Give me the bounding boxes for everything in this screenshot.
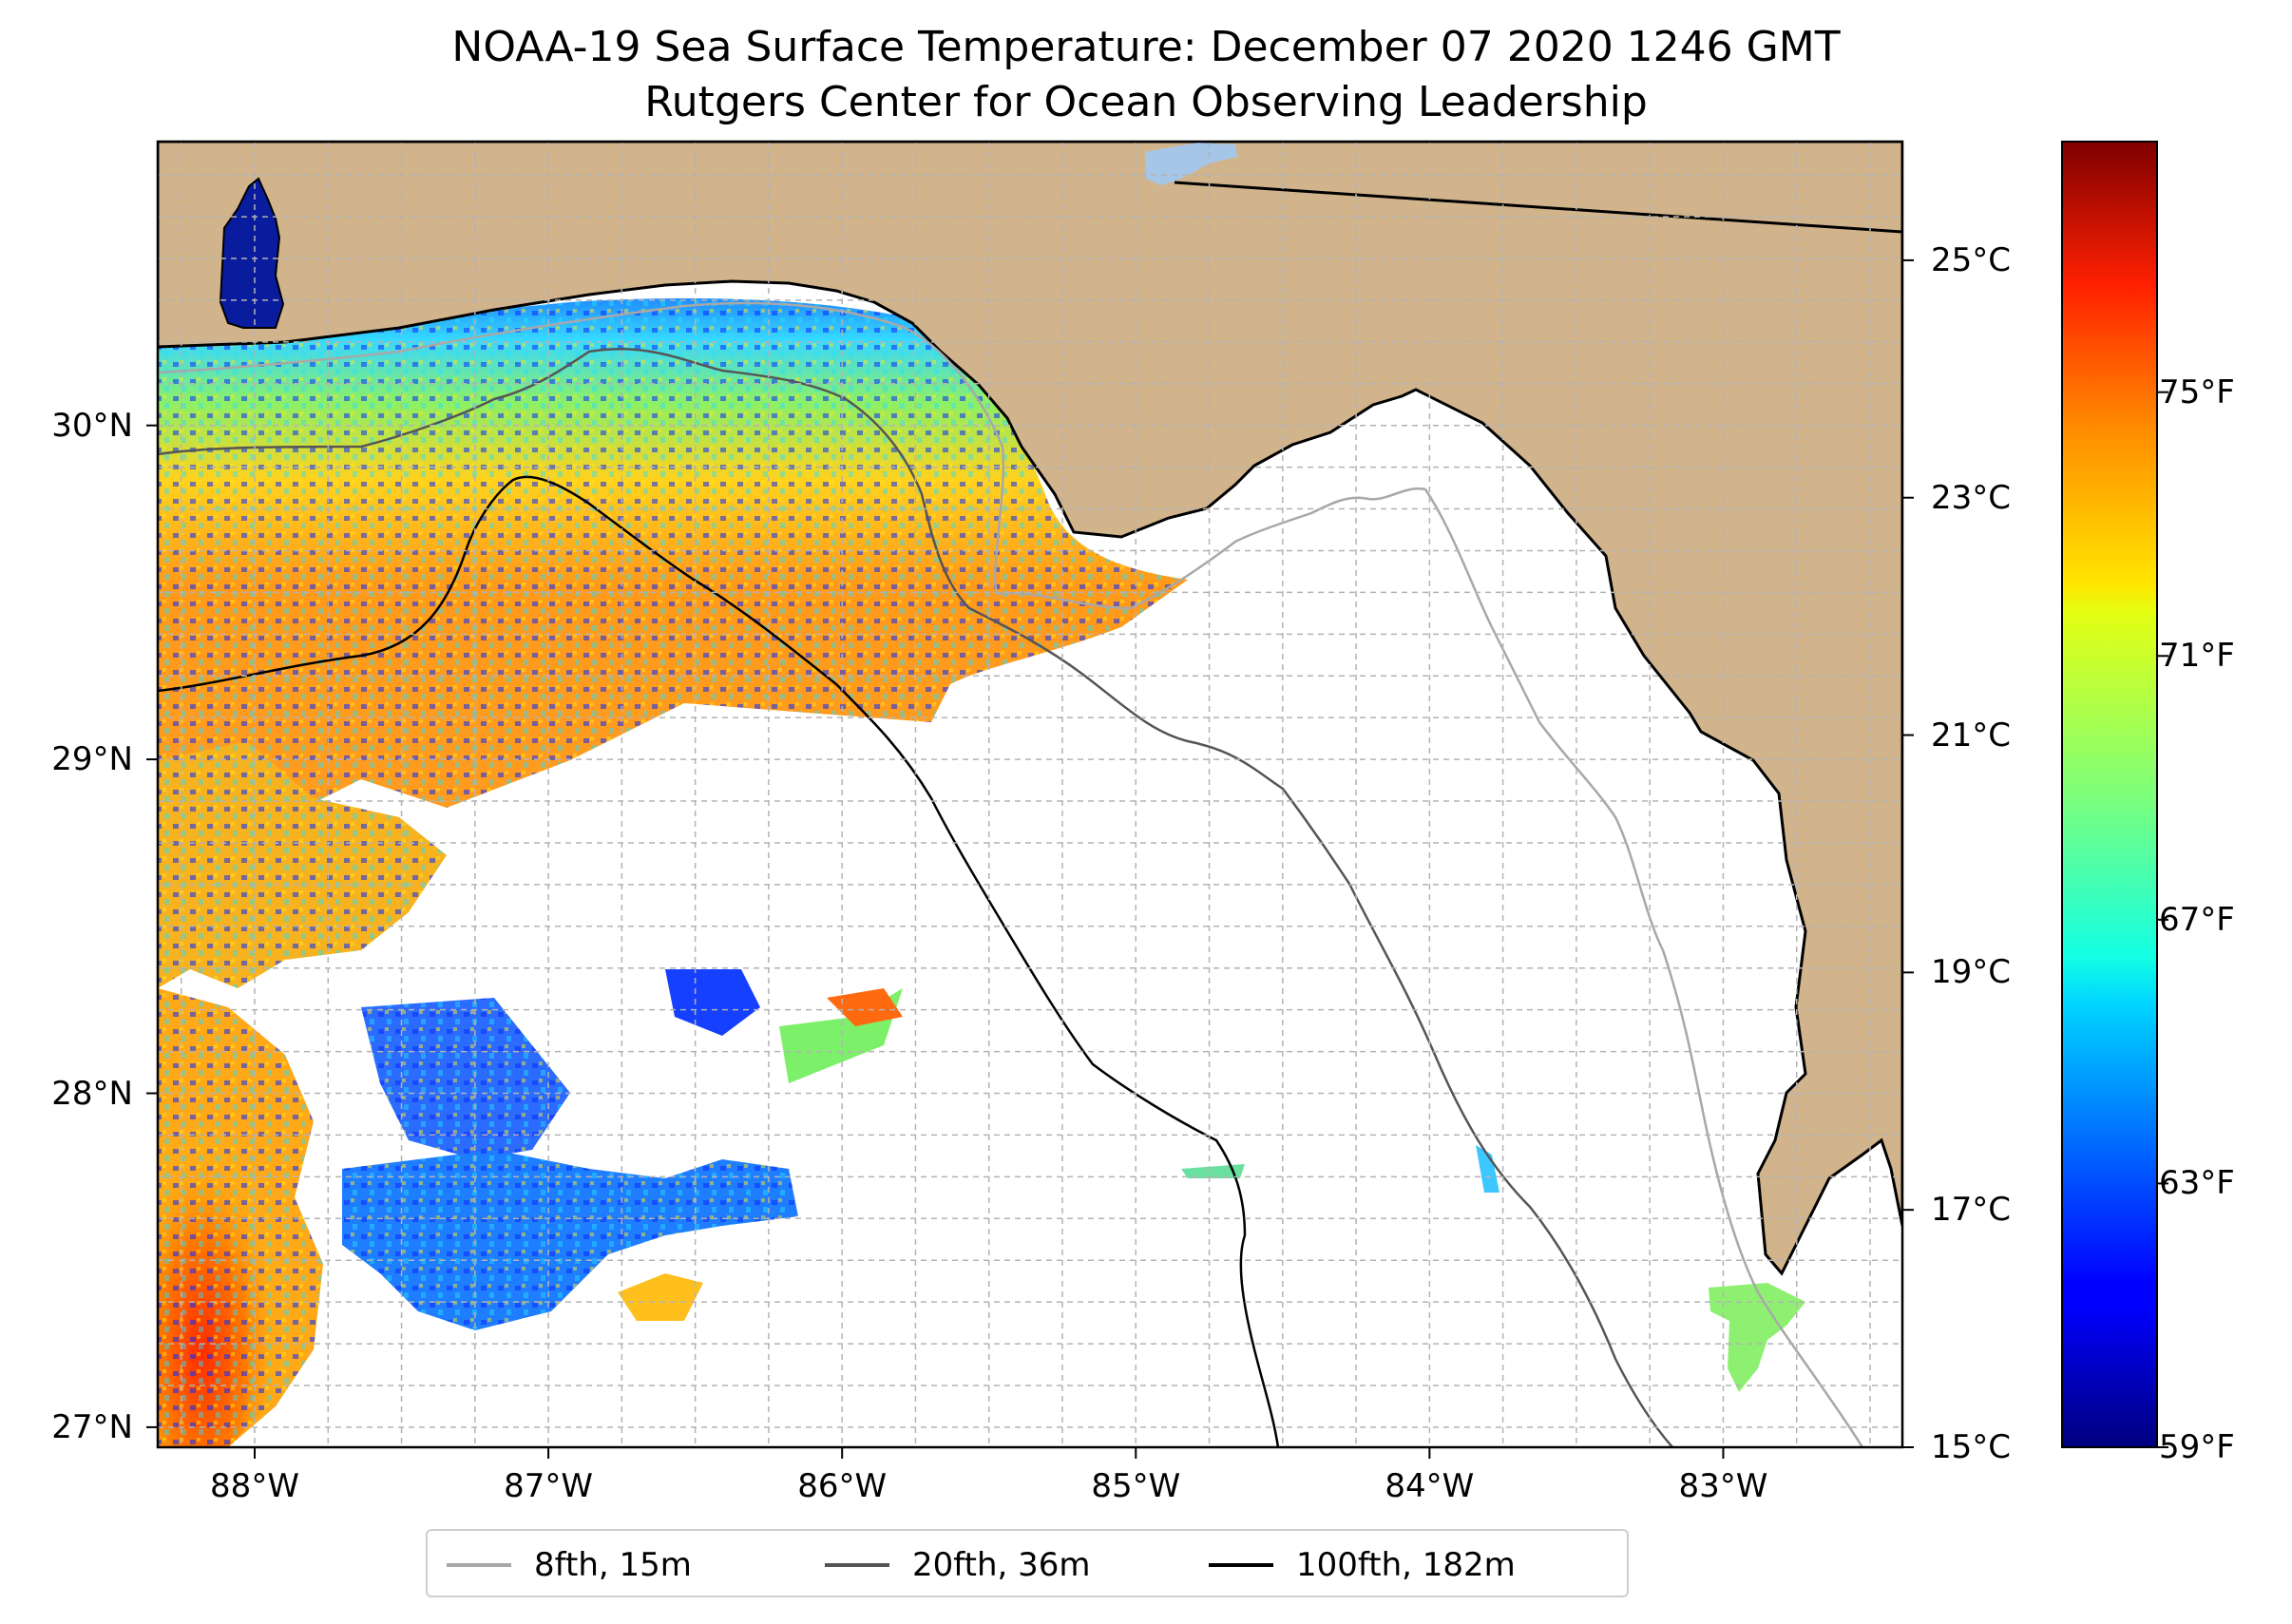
- title-line-1: NOAA-19 Sea Surface Temperature: Decembe…: [451, 23, 1841, 71]
- fahrenheit-tick-label: 63°F: [2159, 1164, 2235, 1203]
- celsius-tick-label: 19°C: [1931, 953, 2012, 992]
- lon-tick-label: 88°W: [210, 1467, 299, 1505]
- legend-label-182m: 100fth, 182m: [1296, 1546, 1516, 1584]
- fahrenheit-tick-label: 59°F: [2159, 1428, 2235, 1466]
- legend-line-15m: [447, 1563, 511, 1567]
- isobath-36m: [158, 348, 1673, 1447]
- lat-tick-label: 30°N: [51, 406, 133, 445]
- celsius-tick-label: 21°C: [1931, 716, 2012, 755]
- legend-label-36m: 20fth, 36m: [912, 1546, 1091, 1584]
- lon-tick-label: 83°W: [1678, 1467, 1768, 1505]
- colorbar-ticks: [1902, 258, 2168, 1448]
- state-boundary: [1174, 181, 1902, 234]
- isobath-182m: [158, 475, 1280, 1447]
- lon-tick-label: 87°W: [504, 1467, 594, 1505]
- celsius-tick-label: 17°C: [1931, 1191, 2012, 1230]
- axis-ticks: [146, 424, 1725, 1459]
- lake-seminole: [1145, 143, 1237, 185]
- lon-tick-label: 84°W: [1385, 1467, 1475, 1505]
- lon-tick-label: 85°W: [1091, 1467, 1181, 1505]
- legend-line-36m: [825, 1563, 889, 1567]
- legend-line-182m: [1209, 1563, 1273, 1567]
- legend-item-182m: 100fth, 182m: [1209, 1544, 1608, 1586]
- land: [158, 142, 1902, 1276]
- isobath-15m: [158, 301, 1864, 1447]
- sst-field: [158, 298, 1817, 1447]
- map-frame: [156, 140, 1904, 1449]
- legend-item-15m: 8fth, 15m: [447, 1544, 760, 1586]
- celsius-tick-label: 15°C: [1931, 1428, 2012, 1466]
- fahrenheit-tick-label: 75°F: [2159, 373, 2235, 411]
- celsius-tick-label: 25°C: [1931, 240, 2012, 279]
- title-line-2: Rutgers Center for Ocean Observing Leade…: [644, 78, 1648, 126]
- fahrenheit-tick-label: 67°F: [2159, 900, 2235, 939]
- lat-tick-label: 29°N: [51, 740, 133, 779]
- legend-item-36m: 20fth, 36m: [825, 1544, 1148, 1586]
- celsius-tick-label: 23°C: [1931, 478, 2012, 517]
- lon-tick-label: 86°W: [797, 1467, 888, 1505]
- gridlines: [158, 142, 1902, 1447]
- isobath-legend: 8fth, 15m 20fth, 36m 100fth, 182m: [426, 1529, 1629, 1597]
- colorbar: [2061, 141, 2158, 1448]
- lat-tick-label: 28°N: [51, 1074, 133, 1113]
- lat-tick-label: 27°N: [51, 1407, 133, 1446]
- fahrenheit-tick-label: 71°F: [2159, 637, 2235, 676]
- legend-label-15m: 8fth, 15m: [534, 1546, 692, 1584]
